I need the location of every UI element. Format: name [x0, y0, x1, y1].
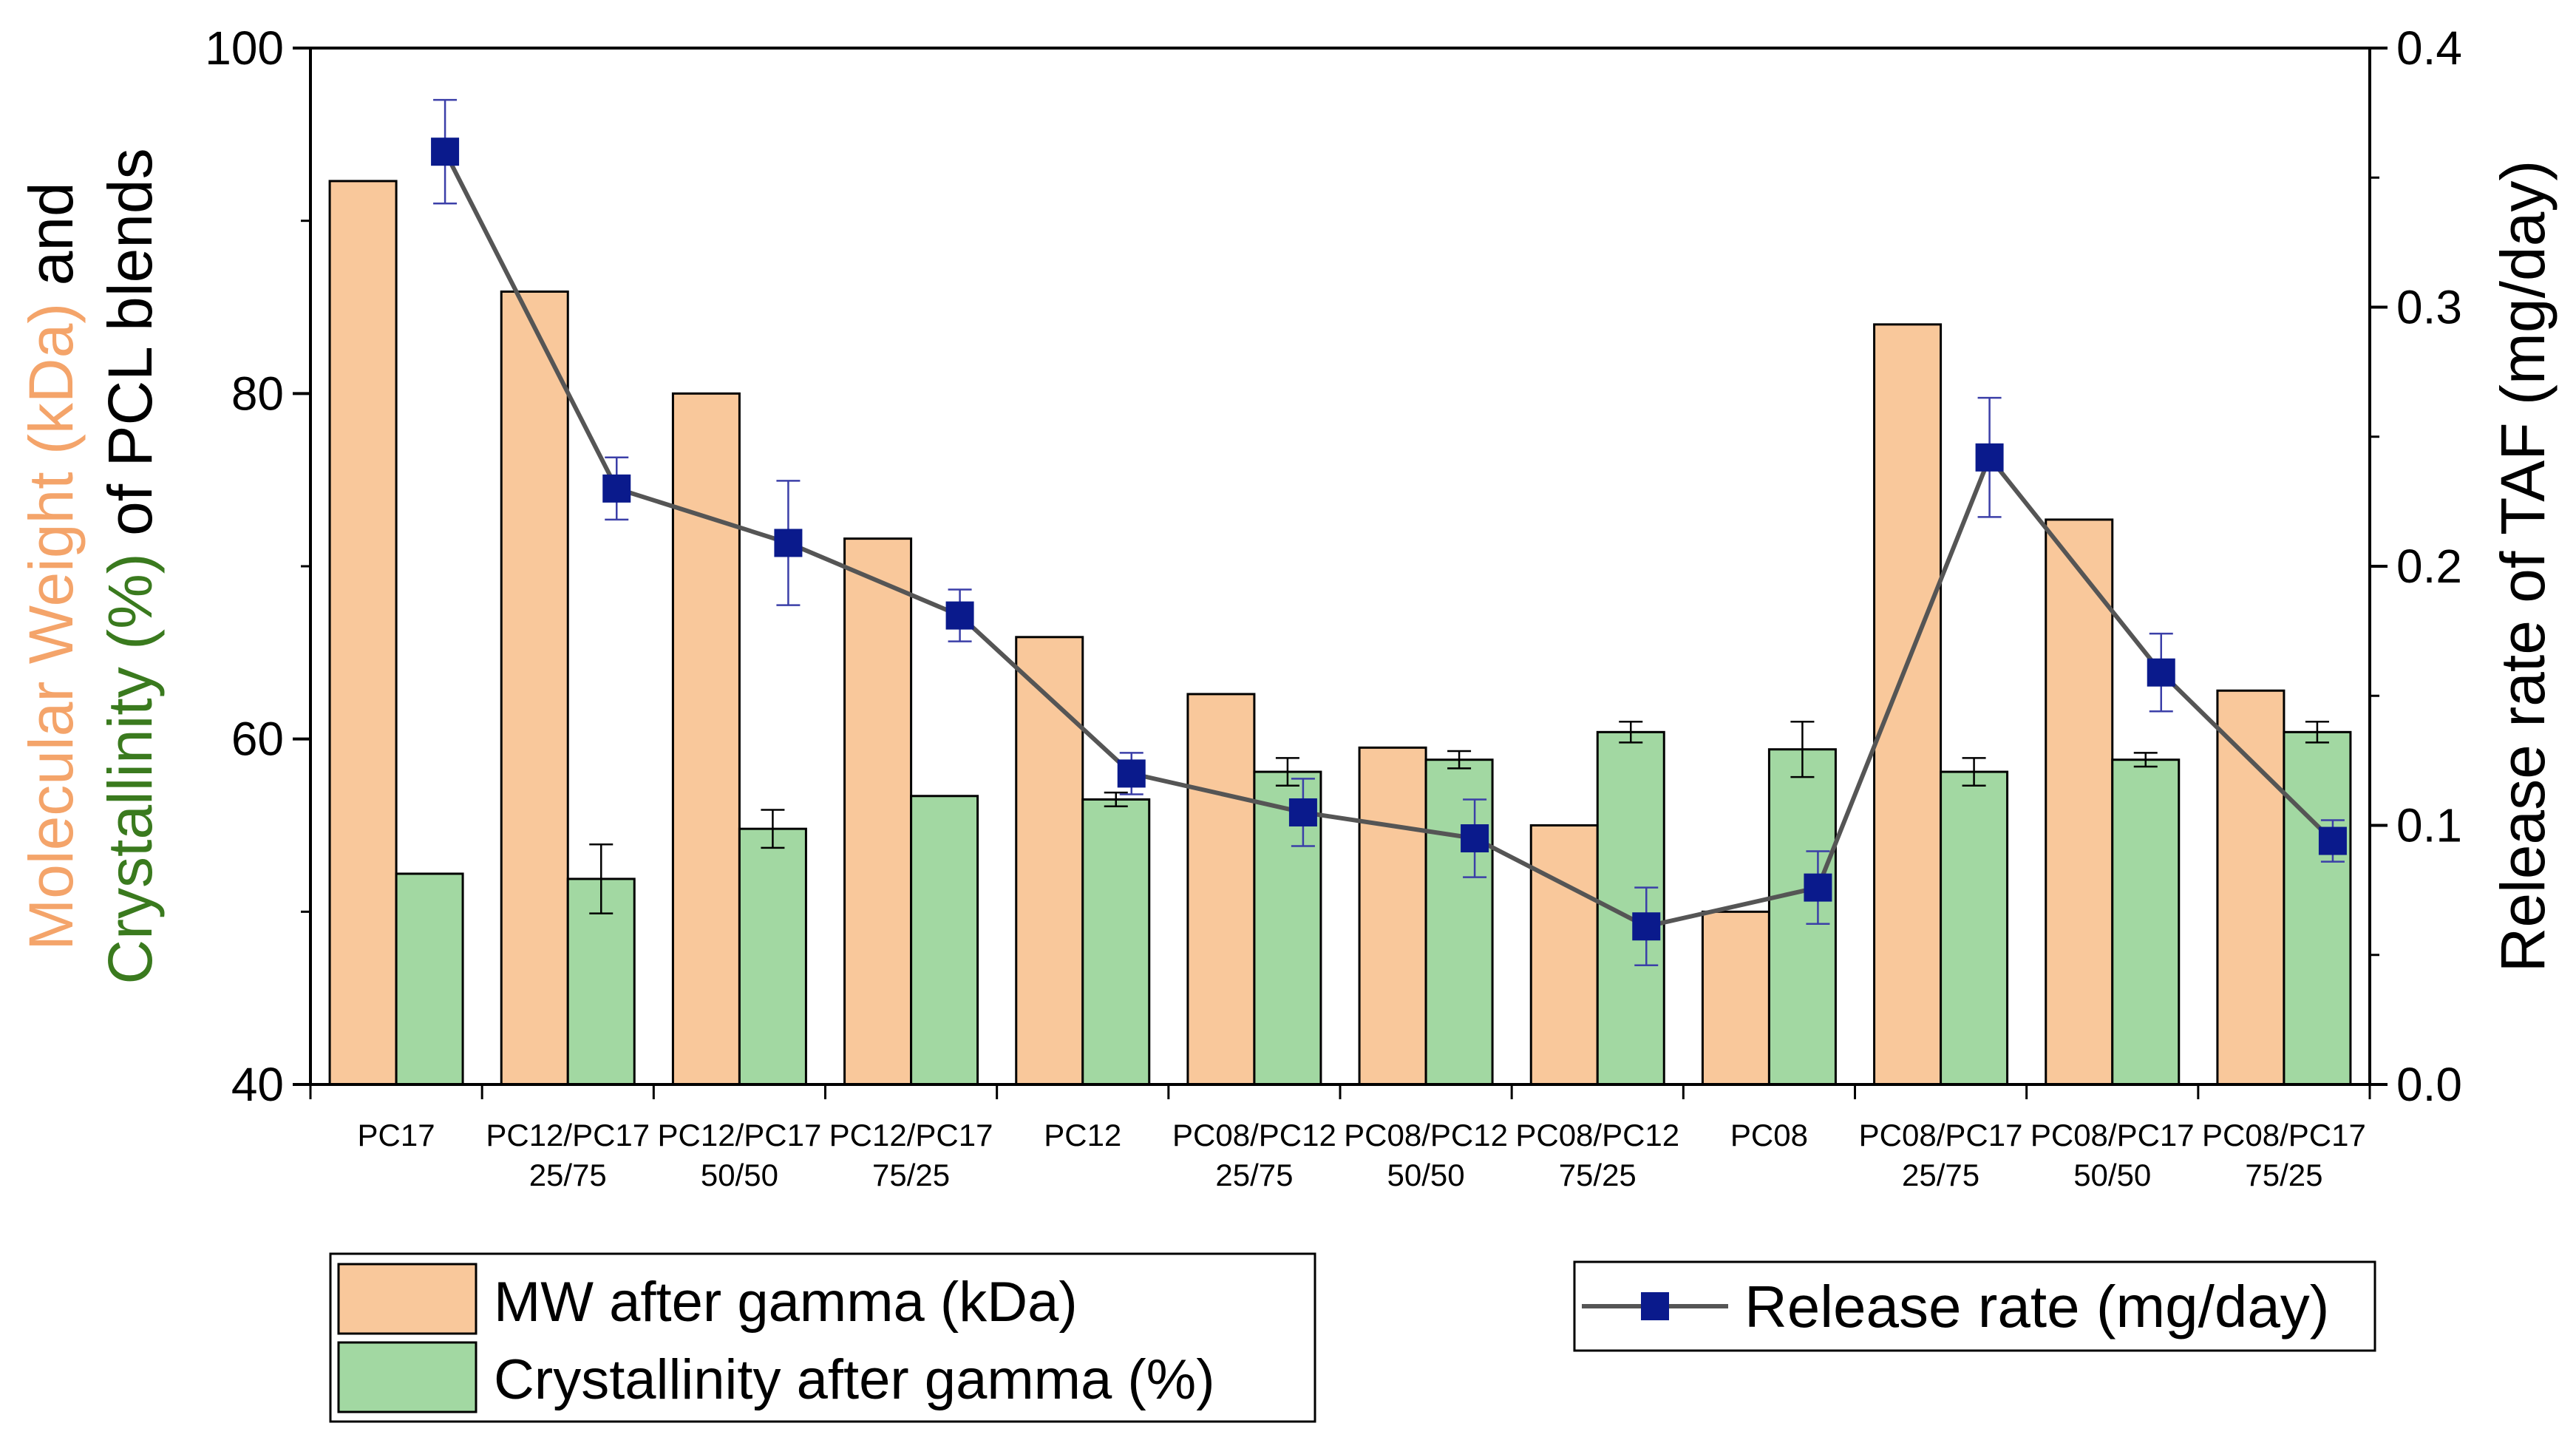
crystallinity-bar-11	[2283, 730, 2352, 1086]
x-tick-label-3-0: PC12/PC17	[829, 1118, 993, 1152]
release-point-3	[945, 601, 974, 630]
x-tick-label-6-0: PC08/PC12	[1344, 1118, 1508, 1152]
legend-mw-label: MW after gamma (kDa)	[494, 1271, 1078, 1334]
right-tick-label-0: 0.0	[2396, 1058, 2462, 1111]
left-axis: 40 60 80 100	[205, 21, 310, 1111]
release-point-11	[2318, 826, 2347, 855]
x-tick-label-6-1: 50/50	[1387, 1158, 1465, 1192]
legend-crystallinity-label: Crystallinity after gamma (%)	[494, 1348, 1215, 1411]
legend-mw-swatch	[337, 1263, 478, 1335]
left-tick-label-3: 100	[205, 21, 284, 75]
release-rate-line	[431, 98, 2347, 967]
left-axis-label-line-1: Molecular Weight (kDa) and	[16, 182, 86, 951]
crystallinity-bar-10	[2111, 758, 2181, 1086]
mw-bar-3	[843, 537, 913, 1086]
x-tick-label-2-1: 50/50	[701, 1158, 778, 1192]
release-point-4	[1117, 759, 1146, 788]
crystallinity-bar-0	[395, 872, 464, 1086]
x-tick-label-4-0: PC12	[1044, 1118, 1121, 1152]
x-tick-label-1-0: PC12/PC17	[486, 1118, 650, 1152]
left-axis-label-part-1-1: and	[16, 182, 86, 303]
release-point-10	[2147, 658, 2175, 687]
mw-bar-0	[328, 180, 398, 1086]
left-tick-label-0: 40	[231, 1058, 284, 1111]
mw-bar-9	[1873, 323, 1943, 1086]
right-axis: 0.0 0.1 0.2 0.3 0.4	[2370, 21, 2462, 1111]
legend-line: Release rate (mg/day)	[1573, 1260, 2376, 1352]
x-tick-label-5-0: PC08/PC12	[1172, 1118, 1336, 1152]
x-tick-label-11-0: PC08/PC17	[2202, 1118, 2366, 1152]
release-point-0	[431, 137, 460, 166]
right-axis-label: Release rate of TAF (mg/day)	[2488, 160, 2558, 973]
x-tick-label-8-0: PC08	[1730, 1118, 1808, 1152]
crystallinity-bar-3	[910, 795, 979, 1086]
left-tick-label-1: 60	[231, 713, 284, 766]
release-point-2	[774, 529, 803, 557]
x-tick-label-1-1: 25/75	[529, 1158, 607, 1192]
mw-bar-4	[1015, 636, 1084, 1086]
x-tick-label-11-1: 75/25	[2245, 1158, 2322, 1192]
crystallinity-bar-6	[1424, 758, 1494, 1086]
left-axis-label-line-2: Crystallinity (%) of PCL blends	[95, 148, 165, 984]
release-point-8	[1804, 873, 1832, 902]
x-tick-label-0-0: PC17	[358, 1118, 435, 1152]
mw-bar-11	[2216, 689, 2286, 1086]
release-point-9	[1975, 443, 2004, 472]
left-axis-label-part-1-0: Molecular Weight (kDa)	[16, 303, 86, 951]
bars	[328, 180, 2352, 1086]
left-axis-label-part-2-0: Crystallinity (%)	[95, 553, 165, 984]
legend-bars-box	[329, 1252, 1316, 1423]
release-point-5	[1288, 798, 1317, 826]
legend-line-marker	[1641, 1292, 1669, 1320]
crystallinity-bar-4	[1081, 798, 1151, 1086]
x-tick-label-2-0: PC12/PC17	[658, 1118, 822, 1152]
release-point-6	[1461, 824, 1489, 853]
left-axis-label-part-2-1: of PCL blends	[95, 148, 165, 553]
legend-bars: MW after gamma (kDa) Crystallinity after…	[329, 1252, 1316, 1423]
x-tick-label-7-0: PC08/PC12	[1515, 1118, 1679, 1152]
left-tick-label-2: 80	[231, 367, 284, 420]
x-tick-label-9-0: PC08/PC17	[1859, 1118, 2023, 1152]
x-axis: PC17 PC12/PC17 25/75 PC12/PC17 50/50 PC12/PC1…	[309, 1084, 2371, 1192]
plot-area	[309, 47, 2371, 1086]
right-tick-label-4: 0.4	[2396, 21, 2462, 75]
mw-bar-7	[1529, 824, 1599, 1086]
mw-bar-2	[671, 392, 741, 1086]
mw-bar-5	[1186, 693, 1256, 1086]
crystallinity-bar-2	[738, 827, 807, 1086]
release-point-1	[602, 474, 631, 503]
mw-bar-1	[500, 290, 569, 1086]
x-tick-label-10-1: 50/50	[2073, 1158, 2151, 1192]
mw-bar-10	[2045, 518, 2114, 1086]
crystallinity-bar-8	[1767, 748, 1837, 1086]
x-tick-label-7-1: 75/25	[1559, 1158, 1637, 1192]
right-tick-label-3: 0.3	[2396, 281, 2462, 334]
legend-crystallinity-swatch	[337, 1341, 478, 1413]
x-tick-label-5-1: 25/75	[1215, 1158, 1293, 1192]
legend-release-label: Release rate (mg/day)	[1744, 1274, 2329, 1340]
mw-bar-8	[1701, 910, 1770, 1086]
left-axis-label: Molecular Weight (kDa) andCrystallinity …	[16, 148, 165, 984]
x-tick-label-9-1: 25/75	[1902, 1158, 1979, 1192]
right-tick-label-2: 0.2	[2396, 540, 2462, 593]
release-rate-polyline	[443, 150, 2335, 929]
right-tick-label-1: 0.1	[2396, 799, 2462, 852]
crystallinity-bar-9	[1940, 770, 2009, 1086]
x-tick-label-10-0: PC08/PC17	[2030, 1118, 2195, 1152]
x-tick-label-3-1: 75/25	[872, 1158, 950, 1192]
release-point-7	[1632, 912, 1661, 941]
mw-bar-6	[1358, 746, 1427, 1086]
